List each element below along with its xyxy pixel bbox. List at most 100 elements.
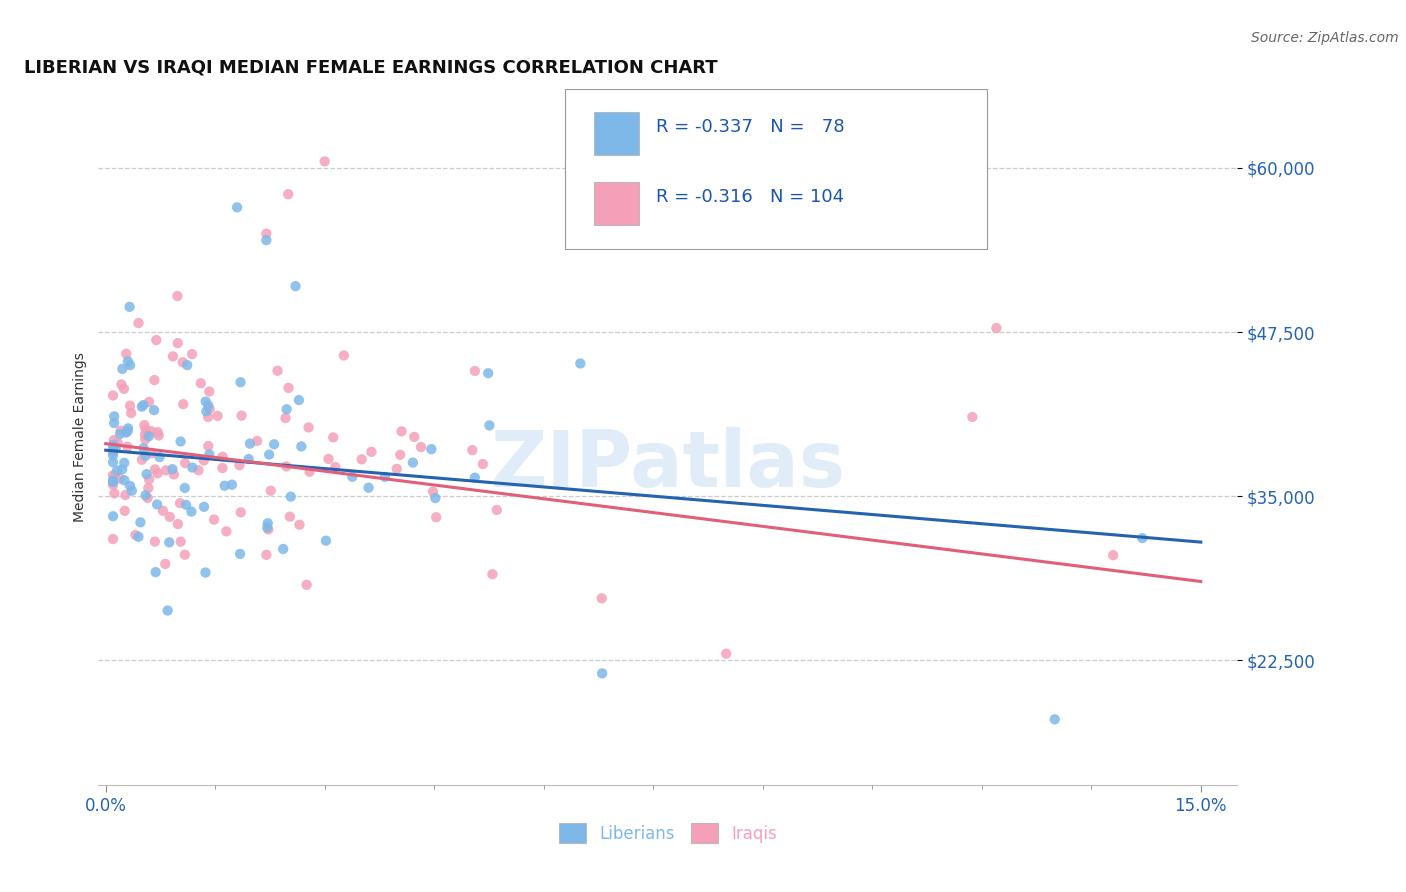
Point: [101, 388, 124, 402]
Point: [181, 460, 204, 475]
Point: [138, 472, 160, 486]
Point: [195, 404, 218, 418]
Legend: Liberians, Iraqis: Liberians, Iraqis: [560, 823, 776, 843]
Point: [134, 433, 156, 447]
Point: [132, 398, 155, 412]
Point: [101, 448, 124, 462]
Point: [389, 448, 412, 462]
Point: [228, 458, 250, 473]
Point: [110, 377, 132, 392]
Point: [101, 439, 124, 453]
Point: [197, 398, 219, 412]
Point: [254, 227, 277, 241]
Point: [276, 459, 298, 474]
Point: [425, 491, 447, 505]
Point: [288, 517, 311, 532]
Point: [256, 520, 278, 534]
Point: [374, 470, 396, 484]
Text: Source: ZipAtlas.com: Source: ZipAtlas.com: [1251, 31, 1399, 45]
Point: [231, 409, 253, 423]
Point: [128, 316, 150, 330]
Point: [194, 566, 217, 580]
Point: [107, 436, 129, 450]
Point: [146, 425, 169, 440]
Point: [166, 336, 188, 351]
Point: [145, 565, 167, 579]
Point: [121, 483, 143, 498]
Point: [117, 440, 139, 454]
Point: [207, 409, 229, 423]
Point: [135, 422, 157, 436]
Point: [117, 354, 139, 368]
Point: [402, 456, 425, 470]
Point: [333, 348, 356, 362]
Point: [112, 382, 135, 396]
Point: [478, 418, 501, 433]
Point: [254, 548, 277, 562]
Point: [172, 355, 194, 369]
Point: [162, 462, 184, 476]
Point: [716, 647, 738, 661]
Point: [105, 464, 128, 478]
Point: [962, 409, 984, 424]
Point: [115, 425, 138, 440]
Point: [211, 450, 233, 464]
Point: [117, 421, 139, 435]
Point: [143, 403, 166, 417]
Point: [257, 523, 280, 537]
Point: [591, 591, 613, 606]
Point: [211, 461, 233, 475]
Point: [477, 366, 499, 380]
Point: [193, 500, 215, 514]
Point: [141, 424, 163, 438]
Point: [173, 481, 195, 495]
Point: [391, 425, 413, 439]
Point: [162, 349, 184, 363]
Point: [481, 567, 503, 582]
Point: [174, 456, 197, 470]
Point: [464, 470, 486, 484]
Point: [290, 439, 312, 453]
Point: [276, 402, 298, 417]
Point: [187, 463, 209, 477]
Point: [256, 516, 278, 531]
Point: [198, 447, 221, 461]
Point: [103, 416, 125, 430]
Point: [169, 496, 191, 510]
Point: [280, 490, 302, 504]
Point: [138, 481, 160, 495]
Point: [238, 452, 260, 467]
Point: [128, 530, 150, 544]
Point: [239, 436, 262, 450]
Point: [134, 418, 156, 433]
Point: [174, 498, 197, 512]
Point: [101, 478, 124, 492]
Point: [103, 409, 125, 424]
Point: [193, 453, 215, 467]
Point: [114, 488, 136, 502]
Point: [166, 289, 188, 303]
Point: [173, 548, 195, 562]
Point: [145, 333, 167, 347]
Point: [404, 430, 426, 444]
Point: [274, 411, 297, 425]
Text: ZIPatlas: ZIPatlas: [491, 427, 845, 503]
Point: [350, 452, 373, 467]
Point: [342, 470, 364, 484]
Point: [385, 462, 408, 476]
Point: [101, 509, 124, 524]
Point: [120, 358, 142, 372]
Point: [260, 483, 283, 498]
Point: [170, 534, 193, 549]
Point: [167, 517, 190, 532]
Point: [226, 200, 249, 214]
Point: [464, 364, 486, 378]
Point: [180, 505, 202, 519]
Point: [111, 462, 134, 476]
Point: [461, 443, 484, 458]
Point: [101, 475, 124, 490]
FancyBboxPatch shape: [565, 89, 987, 249]
Point: [129, 516, 152, 530]
Point: [315, 533, 337, 548]
Point: [323, 460, 346, 475]
